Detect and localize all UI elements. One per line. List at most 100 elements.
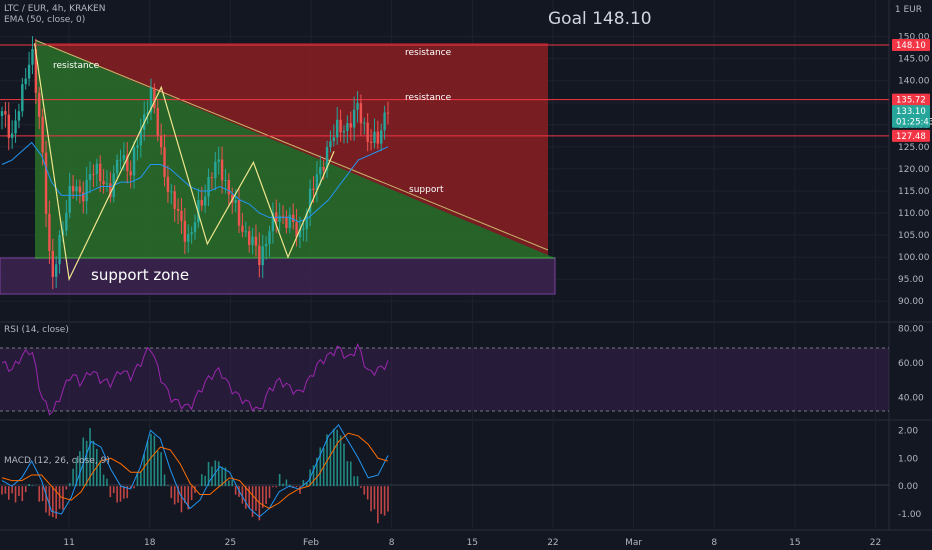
candle-body [200, 199, 203, 206]
macd-signal-line [1, 432, 389, 510]
candle-body [10, 133, 14, 138]
candle-body [38, 92, 41, 117]
time-tick-label: 22 [870, 538, 881, 548]
candle-body [27, 64, 31, 79]
candle-body [14, 120, 17, 134]
candle-body [7, 114, 10, 138]
candle-body [180, 210, 183, 221]
candle-body [288, 214, 292, 228]
price-label-text: 148.10 [896, 41, 926, 51]
candle-body [308, 188, 312, 213]
candle-body [237, 200, 241, 226]
ema-legend[interactable]: EMA (50, close, 0) [4, 15, 86, 25]
candle-body [302, 228, 305, 230]
time-tick-label: Mar [625, 538, 642, 548]
candle-body [0, 111, 4, 116]
annotation-resistance-1: resistance [53, 61, 100, 71]
horizontal-levels[interactable] [0, 44, 889, 137]
time-tick-label: 25 [225, 538, 236, 548]
candle-body [119, 159, 122, 161]
price-tick-label: 125.00 [898, 143, 930, 153]
price-tick-label: 100.00 [898, 253, 930, 263]
rsi-line [1, 343, 389, 416]
candle-body [336, 119, 339, 138]
annotation-resistance-3: resistance [405, 93, 452, 103]
candle-body [244, 231, 247, 233]
price-tick-label: 145.00 [898, 55, 930, 65]
candle-body [146, 112, 149, 115]
candle-body [319, 166, 322, 175]
candle-body [220, 159, 224, 181]
annotation-resistance-2: resistance [405, 48, 452, 58]
candle-body [217, 159, 220, 162]
candle-body [159, 135, 163, 148]
candle-body [376, 131, 380, 144]
candle-body [268, 231, 271, 244]
candle-body [258, 245, 261, 266]
rsi-tick-label: 80.00 [898, 324, 924, 334]
time-tick-label: 15 [789, 538, 800, 548]
candle-body [264, 243, 268, 247]
candle-body [329, 141, 332, 147]
candle-body [71, 185, 75, 192]
candle-body [85, 179, 88, 202]
candle-body [75, 186, 78, 192]
candle-body [349, 123, 352, 128]
currency-label[interactable]: 1 EUR [894, 5, 922, 15]
macd-legend[interactable]: MACD (12, 26, close, 9) [4, 456, 110, 466]
candle-body [122, 155, 126, 160]
candle-body [51, 250, 54, 277]
price-tick-label: 140.00 [898, 77, 930, 87]
candle-body [109, 183, 112, 198]
candle-body [261, 246, 264, 266]
candle-body [95, 163, 99, 175]
candle-body [369, 141, 373, 143]
goal-label: Goal 148.10 [548, 9, 652, 29]
candle-body [325, 146, 329, 171]
candle-body [352, 109, 356, 128]
zigzag-path[interactable] [33, 43, 335, 282]
candle-body [92, 174, 95, 176]
price-label-text: 01:25:43 [896, 118, 932, 128]
support-triangle[interactable] [35, 40, 555, 258]
support-zone[interactable] [0, 257, 556, 295]
rsi-legend[interactable]: RSI (14, close) [4, 325, 69, 335]
candle-body [210, 177, 214, 179]
price-tick-label: 110.00 [898, 209, 930, 219]
price-tick-label: 95.00 [898, 275, 924, 285]
candle-body [380, 130, 383, 144]
macd-series [1, 423, 389, 524]
candle-body [139, 129, 143, 146]
macd-tick-label: -1.00 [898, 510, 922, 520]
price-tick-label: 90.00 [898, 297, 924, 307]
rsi-polyline [1, 343, 389, 416]
macd-tick-label: 1.00 [898, 454, 918, 464]
candle-body [203, 196, 207, 206]
resistance-trendline[interactable] [34, 39, 549, 251]
candle-body [322, 166, 325, 171]
candle-body [386, 112, 390, 114]
candle-body [190, 232, 193, 235]
time-tick-label: 22 [547, 538, 558, 548]
candle-body [163, 147, 166, 177]
candle-body [24, 78, 27, 85]
candle-body [82, 192, 85, 202]
candle-body [136, 145, 139, 148]
candle-body [278, 215, 281, 222]
candle-body [170, 191, 173, 193]
annotation-support: support [409, 185, 444, 195]
candle-body [153, 87, 156, 108]
candle-body [102, 181, 105, 185]
candle-body [305, 212, 308, 229]
time-tick-label: 15 [467, 538, 478, 548]
candle-body [251, 236, 254, 246]
candle-body [339, 119, 342, 133]
symbol-legend[interactable]: LTC / EUR, 4h, KRAKEN [4, 4, 106, 14]
candle-body [291, 214, 295, 222]
candle-body [31, 48, 34, 65]
candle-body [17, 111, 21, 121]
candle-body [342, 130, 346, 133]
axes: 150.00145.00140.00135.00130.00125.00120.… [63, 33, 929, 548]
